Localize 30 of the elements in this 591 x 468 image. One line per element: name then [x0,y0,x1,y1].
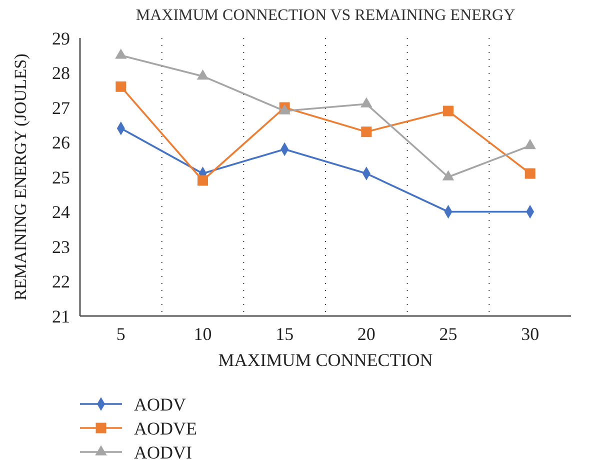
x-tick-label: 15 [276,324,294,344]
point [360,97,372,108]
y-tick-label: 21 [52,306,70,326]
x-tick-label: 25 [439,324,458,344]
y-axis-title: REMAINING ENERGY (JOULES) [11,54,30,300]
y-tick-label: 27 [52,98,70,118]
point [361,126,372,138]
y-tick-label: 29 [52,28,70,48]
x-tick-label: 30 [521,324,540,344]
point [196,69,209,80]
point [115,48,127,59]
point [116,81,126,92]
y-tick-label: 23 [52,236,70,257]
x-tick-label: 10 [194,324,212,344]
y-tick-label: 24 [52,202,70,222]
legend-label: AODV [134,394,186,414]
y-tick-label: 28 [52,63,70,84]
legend-label: AODVI [134,442,192,462]
x-tick-label: 20 [357,324,376,344]
point [524,138,536,150]
y-tick-label: 22 [52,272,70,292]
point [198,175,208,186]
y-tick-label: 25 [52,167,70,188]
x-tick-label: 5 [116,324,126,344]
y-tick-label: 26 [52,132,70,153]
legend-label: AODVE [134,418,197,438]
point [524,168,536,179]
point [443,106,454,116]
chart-title: MAXIMUM CONNECTION VS REMAINING ENERGY [136,7,516,24]
x-axis-title: MAXIMUM CONNECTION [218,350,433,370]
